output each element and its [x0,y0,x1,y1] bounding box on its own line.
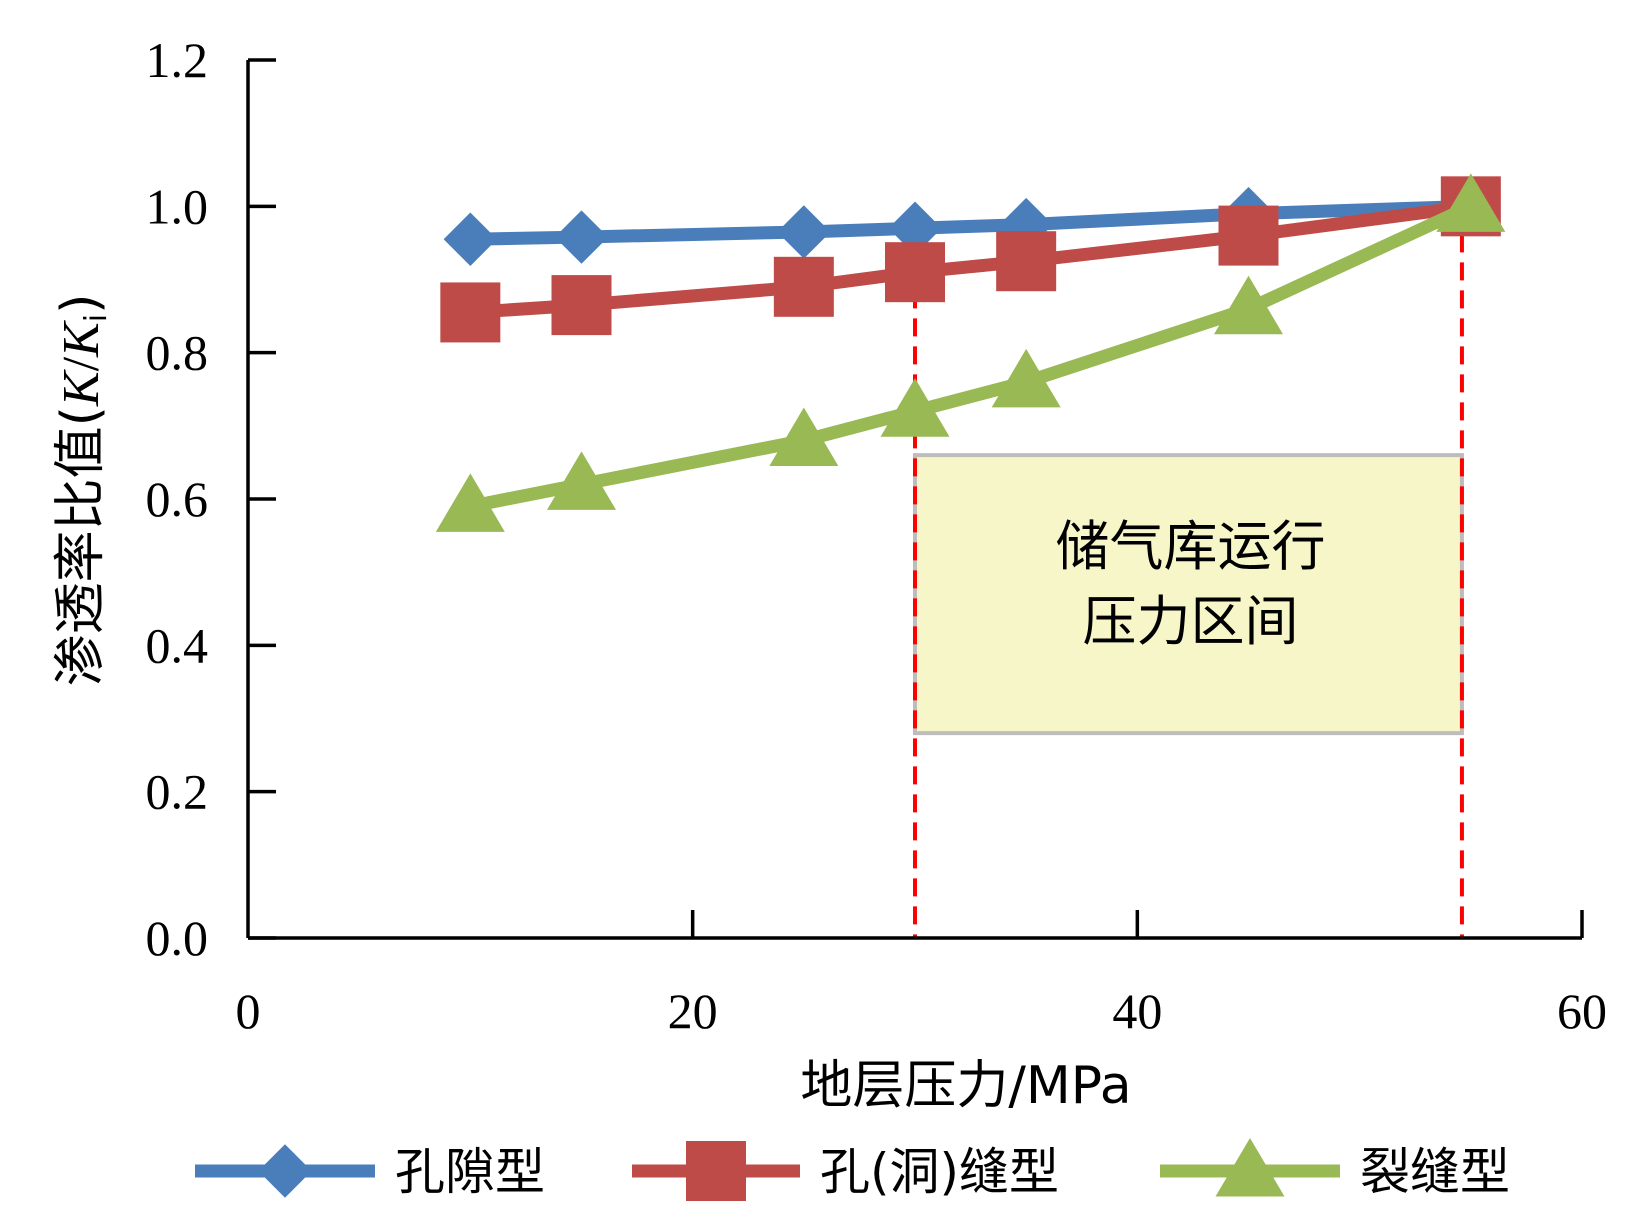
legend-label: 孔(洞)缝型 [820,1143,1059,1201]
y-axis-title-k: K [53,369,110,407]
y-axis-title-close: ) [51,294,111,314]
data-point [996,231,1057,292]
y-tick-label: 1.2 [146,32,209,88]
data-point [440,282,501,343]
data-point [773,256,834,317]
annotation-box [913,453,1464,736]
legend-label: 裂缝型 [1360,1143,1510,1201]
reference-lines [913,206,1464,938]
legend-marker [686,1141,746,1201]
data-point [435,473,505,532]
y-axis-title-main: 渗透率比值( [51,406,111,686]
legend-marker [258,1144,312,1198]
y-axis-title-k2: K [53,320,110,358]
legend-marker [1215,1138,1285,1197]
y-tick-label: 1.0 [146,178,209,234]
x-tick-label: 20 [668,983,718,1039]
data-point [1436,173,1506,232]
series-3 [435,173,1506,532]
data-point [885,242,945,303]
data-point [554,210,609,264]
y-axis-title: 渗透率比值(K/Ki) [51,294,114,687]
data-point [769,407,839,466]
series-2 [440,176,1501,343]
y-tick-label: 0.6 [146,471,209,527]
data-point [777,205,831,259]
legend-item-1: 孔隙型 [195,1143,545,1201]
data-point [443,212,498,266]
data-point [1214,275,1283,335]
y-tick-label: 0.4 [146,617,209,673]
data-point [547,451,616,510]
x-tick-label: 60 [1557,983,1607,1039]
data-point [880,378,950,437]
data-point [1218,205,1279,266]
y-tick-label: 0.8 [146,325,209,381]
data-point [991,348,1061,408]
annotation-text: 压力区间 [1082,590,1298,653]
series-layer [435,173,1506,532]
data-point [551,275,612,336]
y-tick-label: 0.0 [146,910,209,966]
annotation-text: 储气库运行 [1055,515,1325,578]
axes: 0.0 0.2 0.4 0.6 0.8 1.0 1.2 0 20 40 60 [146,32,1608,1039]
legend-label: 孔隙型 [395,1143,545,1201]
legend: 孔隙型 孔(洞)缝型 裂缝型 [195,1138,1510,1201]
y-tick-label: 0.2 [146,764,209,820]
legend-item-3: 裂缝型 [1160,1138,1510,1201]
y-axis-title-sub: i [79,314,114,322]
x-axis-title: 地层压力/MPa [800,1056,1131,1116]
legend-item-2: 孔(洞)缝型 [632,1141,1059,1201]
labels: 地层压力/MPa 渗透率比值(K/Ki) [51,294,1132,1116]
x-tick-label: 40 [1112,983,1162,1039]
y-axis-title-slash: / [53,356,110,371]
x-tick-label: 0 [236,983,261,1039]
